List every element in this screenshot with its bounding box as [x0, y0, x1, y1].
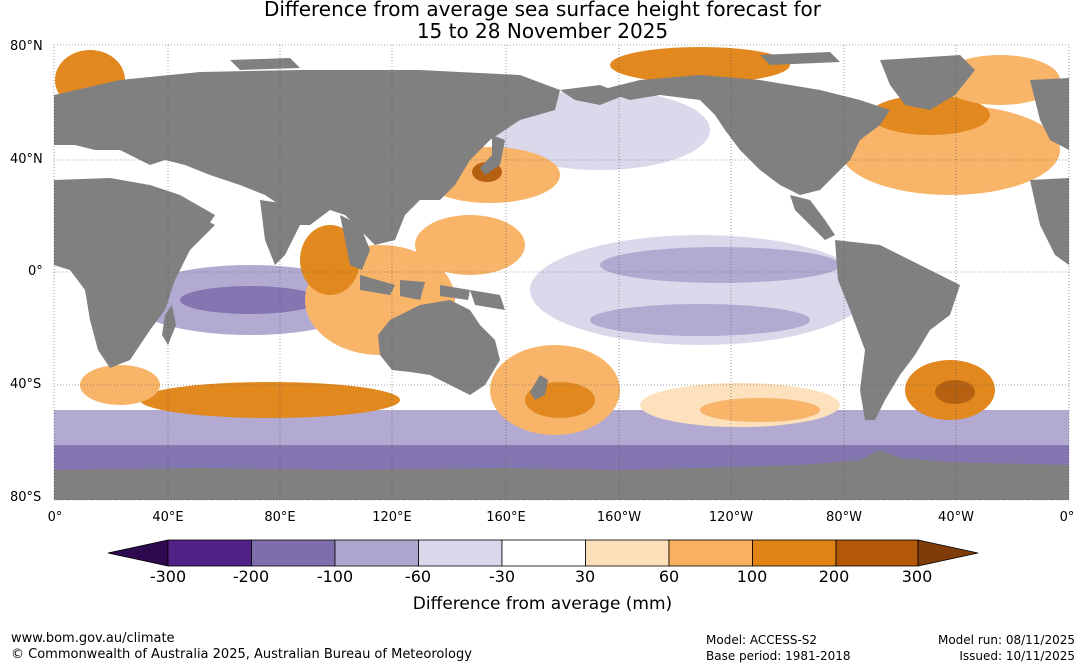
lon-label: 40°E: [152, 510, 184, 525]
lon-label: 160°E: [486, 510, 526, 525]
india-landmass: [260, 200, 300, 265]
colorbar: [107, 539, 979, 567]
land-masses: [54, 52, 1069, 500]
lon-label: 0°: [1059, 510, 1075, 525]
footer-model: Model: ACCESS-S2: [706, 633, 818, 647]
colorbar-bin: [251, 539, 336, 567]
lon-label: 40°W: [938, 510, 974, 525]
colorbar-tick-label: 200: [818, 567, 850, 586]
map-title-line2: 15 to 28 November 2025: [416, 19, 669, 43]
map-frame: [53, 44, 1070, 501]
colorbar-high-extension: [917, 539, 979, 567]
lat-label: 40°S: [10, 377, 42, 392]
colorbar-bin: [418, 539, 503, 567]
colorbar-low-extension: [107, 539, 169, 567]
colorbar-tick-label: 300: [901, 567, 933, 586]
footer-copyright: © Commonwealth of Australia 2025, Austra…: [11, 647, 472, 662]
south-america-landmass: [835, 240, 960, 420]
colorbar-title: Difference from average (mm): [412, 594, 673, 614]
lon-label: 0°: [47, 510, 63, 525]
colorbar-tick-label: -200: [232, 567, 270, 586]
colorbar-tick-label: 60: [658, 567, 680, 586]
gridlines: [54, 45, 1069, 500]
lat-label: 80°S: [10, 490, 42, 505]
colorbar-bin: [167, 539, 252, 567]
eurasia-landmass: [54, 70, 560, 245]
australia-landmass: [378, 300, 500, 395]
southern-indian-positive: [140, 382, 400, 418]
map-title-line1: Difference from average sea surface heig…: [263, 0, 822, 21]
colorbar-tick-label: -100: [316, 567, 354, 586]
anomaly-patches: [54, 47, 1069, 500]
lat-label: 0°: [28, 264, 43, 279]
footer-url[interactable]: www.bom.gov.au/climate: [11, 631, 175, 646]
colorbar-bin: [752, 539, 837, 567]
colorbar-tick-label: -30: [488, 567, 516, 586]
colorbar-tick-label: -300: [149, 567, 187, 586]
lon-label: 80°E: [264, 510, 296, 525]
greenland-landmass: [880, 55, 975, 110]
colorbar-bin: [501, 539, 586, 567]
japan-landmass: [480, 135, 505, 175]
antarctica-landmass: [54, 450, 1069, 500]
lat-label: 80°N: [10, 39, 43, 54]
colorbar-tick-label: 30: [574, 567, 596, 586]
footer-issued: Issued: 10/11/2025: [959, 649, 1075, 663]
lon-label: 80°W: [826, 510, 862, 525]
colorbar-bin: [668, 539, 753, 567]
map-area: [54, 45, 1069, 500]
colorbar-tick-label: 100: [736, 567, 768, 586]
footer-base-period: Base period: 1981-2018: [706, 649, 851, 663]
north-america-landmass: [600, 75, 890, 195]
lon-label: 120°E: [372, 510, 412, 525]
colorbar-bin: [585, 539, 670, 567]
colorbar-bin: [334, 539, 419, 567]
colorbar-bin: [835, 539, 919, 567]
lon-label: 160°W: [596, 510, 642, 525]
arctic-positive: [610, 47, 790, 83]
lon-label: 120°W: [708, 510, 754, 525]
lat-label: 40°N: [10, 152, 43, 167]
colorbar-tick-label: -60: [404, 567, 432, 586]
africa-landmass: [54, 178, 215, 368]
footer-model-run: Model run: 08/11/2025: [937, 633, 1075, 647]
